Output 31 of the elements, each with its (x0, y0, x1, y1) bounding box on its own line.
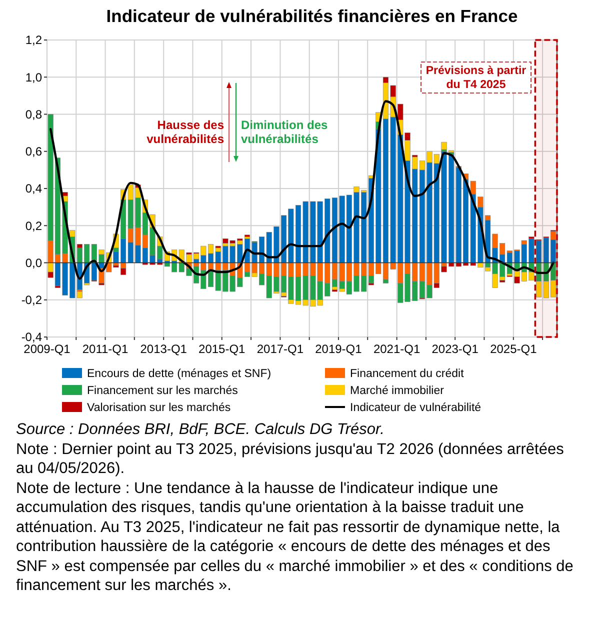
legend-label: Encours de dette (ménages et SNF) (87, 368, 272, 380)
chart-title: Indicateur de vulnérabilités financières en France (106, 6, 518, 26)
band-label: Prévisions à partir du T4 2025 (426, 65, 527, 91)
y-tick-label: 0,4 (25, 182, 42, 196)
x-tick-label: 2025-Q1 (490, 342, 538, 356)
x-tick-label: 2015-Q1 (198, 342, 246, 356)
x-tick-label: 2017-Q1 (256, 342, 304, 356)
y-tick-label: -0,2 (21, 293, 42, 308)
y-tick-label: 1,2 (25, 33, 42, 48)
x-tick-label: 2009-Q1 (24, 342, 71, 356)
text: Note : Dernier point au T3 2025, prévisions jusqu'au T2 2026 (données arrêtées au 04/05/2026). (16, 440, 565, 478)
x-tick-label: 2013-Q1 (140, 342, 188, 356)
y-tick-label: 0,6 (25, 144, 42, 159)
legend-label: Indicateur de vulnérabilité (350, 402, 482, 414)
x-tick-label: 2019-Q1 (315, 342, 362, 356)
legend-label: Valorisation sur les marchés (87, 402, 231, 414)
legend-label: Financement sur les marchés (87, 385, 238, 398)
x-tick-label: 2011-Q1 (82, 342, 128, 356)
y-tick-label: 0,2 (25, 218, 42, 233)
legend-label: Financement du crédit (350, 368, 465, 380)
source-note: Source : Données BRI, BdF, BCE. Calculs DG Trésor. (16, 420, 386, 440)
annotation: Hausse des vulnérabilités (146, 118, 224, 146)
y-tick-label: 1,0 (25, 70, 42, 84)
text: Note de lecture : Une tendance à la hausse de l'indicateur indique une accumulation des risques, tandis qu'une orientation à la baisse traduit une atténuation. Au T3 2025, l'indicateur ne fait pas ressortir de dynamique nette, la contribution haussière de la catégorie « encours de dette des ménages et des SNF » est compensée par celles du « marché immobilier » et des « conditions de financement sur les marchés ». (16, 478, 574, 596)
y-tick-label: -0,4 (21, 330, 42, 344)
legend-label: Marché immobilier (350, 385, 444, 398)
y-tick-label: 0,0 (25, 256, 42, 270)
annotation: Diminution des vulnérabilités (241, 118, 328, 146)
x-tick-label: 2023-Q1 (432, 342, 479, 356)
x-tick-label: 2021-Q1 (373, 342, 420, 356)
y-tick-label: 0,8 (25, 107, 42, 122)
